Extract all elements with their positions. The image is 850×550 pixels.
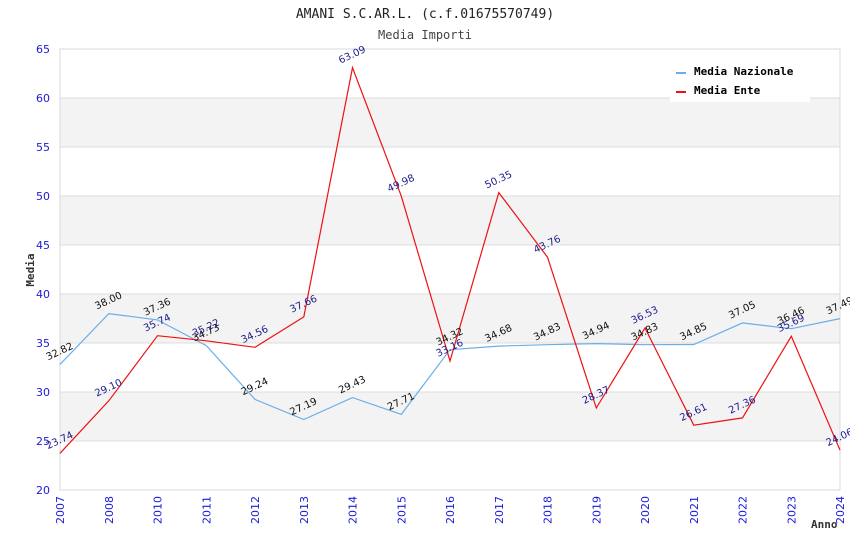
x-tick-label: 2010 bbox=[152, 496, 165, 524]
x-tick-label: 2011 bbox=[200, 496, 213, 524]
y-tick-label: 60 bbox=[36, 92, 50, 105]
chart-title: AMANI S.C.AR.L. (c.f.01675570749) bbox=[296, 7, 554, 22]
legend-box bbox=[670, 58, 810, 102]
y-tick-label: 30 bbox=[36, 386, 50, 399]
x-axis-label: Anno bbox=[811, 518, 838, 531]
y-tick-label: 45 bbox=[36, 239, 50, 252]
chart-subtitle: Media Importi bbox=[378, 28, 472, 42]
y-tick-label: 35 bbox=[36, 337, 50, 350]
grid-band bbox=[60, 294, 840, 343]
x-tick-label: 2021 bbox=[688, 496, 701, 524]
legend-label-media-ente: Media Ente bbox=[694, 84, 761, 97]
x-tick-label: 2020 bbox=[639, 496, 652, 524]
legend: Media Nazionale Media Ente bbox=[670, 58, 810, 102]
y-tick-label: 40 bbox=[36, 288, 50, 301]
grid-band bbox=[60, 98, 840, 147]
data-label: 50.35 bbox=[483, 169, 514, 191]
legend-label-media-nazionale: Media Nazionale bbox=[694, 65, 794, 78]
x-tick-label: 2014 bbox=[347, 496, 360, 524]
y-axis-label: Media bbox=[24, 253, 37, 286]
x-tick-label: 2007 bbox=[54, 496, 67, 524]
grid-bands bbox=[60, 98, 840, 441]
plot-frame bbox=[59, 48, 841, 491]
x-tick-label: 2024 bbox=[834, 496, 847, 524]
x-tick-label: 2023 bbox=[785, 496, 798, 524]
y-tick-label: 20 bbox=[36, 484, 50, 497]
x-tick-label: 2022 bbox=[737, 496, 750, 524]
y-tick-label: 50 bbox=[36, 190, 50, 203]
grid-band bbox=[60, 392, 840, 441]
series-group bbox=[59, 65, 841, 454]
y-axis-ticks: 20 25 30 35 40 45 50 55 60 65 bbox=[36, 43, 50, 497]
x-tick-label: 2015 bbox=[395, 496, 408, 524]
data-label: 63.09 bbox=[337, 44, 368, 66]
x-tick-label: 2012 bbox=[249, 496, 262, 524]
y-tick-label: 65 bbox=[36, 43, 50, 56]
x-tick-label: 2008 bbox=[103, 496, 116, 524]
x-tick-label: 2018 bbox=[542, 496, 555, 524]
data-label: 49.98 bbox=[386, 173, 417, 195]
x-tick-label: 2013 bbox=[298, 496, 311, 524]
y-tick-label: 25 bbox=[36, 435, 50, 448]
x-tick-label: 2019 bbox=[590, 496, 603, 524]
x-tick-label: 2016 bbox=[444, 496, 457, 524]
x-axis-ticks: 2007 2008 2010 2011 2012 2013 2014 2015 2016 2017… bbox=[54, 496, 847, 524]
series-line-media-nazionale bbox=[59, 312, 841, 421]
x-tick-label: 2017 bbox=[493, 496, 506, 524]
y-tick-label: 55 bbox=[36, 141, 50, 154]
series-line-media-ente bbox=[59, 65, 841, 454]
grid-band bbox=[60, 196, 840, 245]
